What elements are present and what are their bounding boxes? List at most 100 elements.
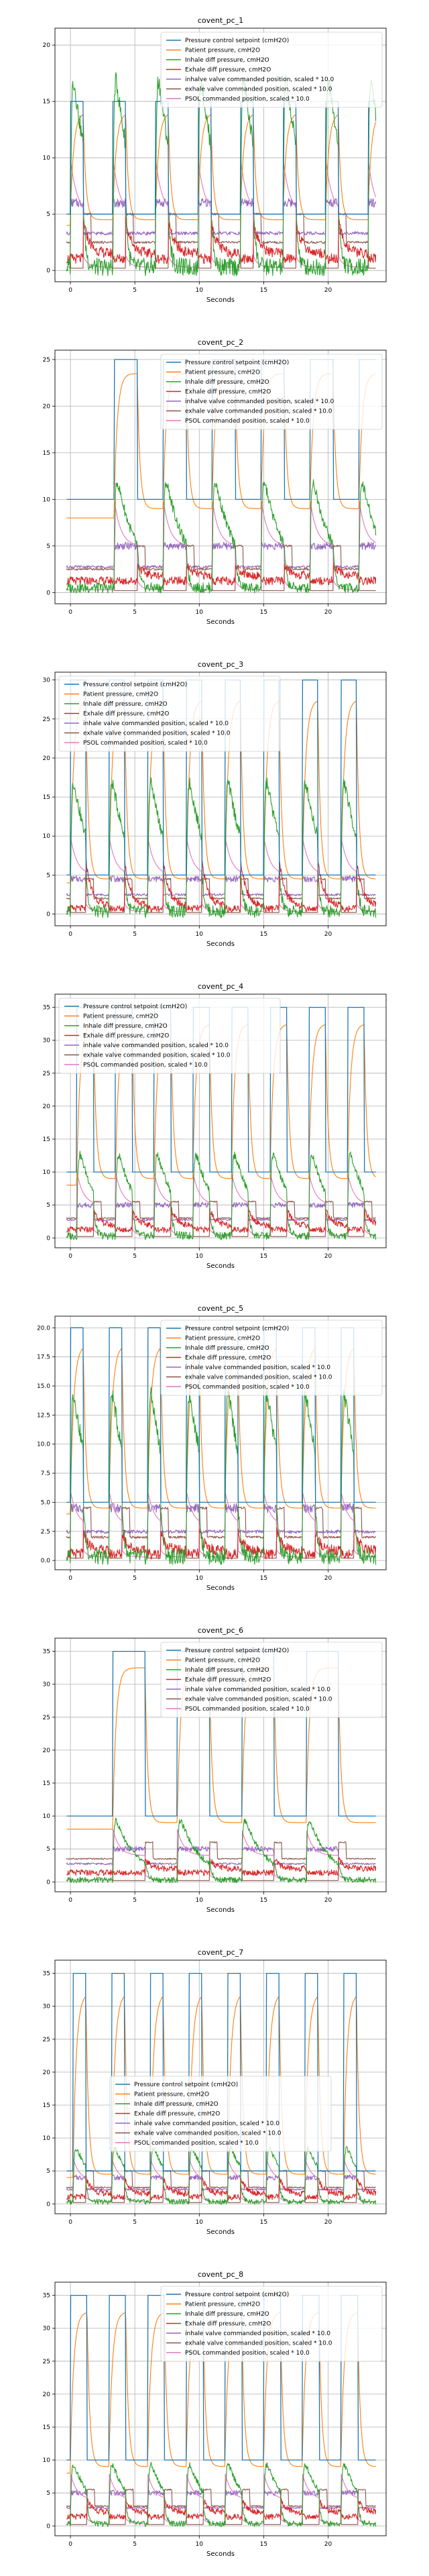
chart-panel-3: covent_pc_3 0 5 10 15 20 0 5 10 15 20 25 30 Seconds Pr… — [43, 660, 387, 948]
x-tick-label: 20 — [324, 1897, 332, 1904]
series-line-3 — [66, 1387, 377, 1565]
y-tick-label: 12.5 — [37, 1412, 50, 1419]
x-tick-label: 10 — [196, 1575, 204, 1582]
legend-entry: Pressure control setpoint (cmH2O) — [185, 360, 289, 366]
chart-title: covent_pc_7 — [198, 1948, 243, 1957]
x-tick-label: 15 — [260, 1897, 267, 1904]
axes-frame — [54, 1316, 387, 1570]
x-tick-label: 5 — [133, 2541, 137, 2548]
legend-entry: Pressure control setpoint (cmH2O) — [83, 1004, 187, 1010]
legend: Pressure control setpoint (cmH2O) Patient… — [160, 32, 383, 108]
axes-frame — [54, 994, 387, 1248]
y-tick-label: 10 — [43, 496, 51, 503]
y-tick-label: 25 — [43, 1071, 50, 1077]
chart-panel-8: covent_pc_8 0 5 10 15 20 0 5 10 15 20 25 30 35 Seconds… — [43, 2270, 387, 2558]
chart-panel-5: covent_pc_5 0 5 10 15 20 0.0 2.5 5.0 7.5 10.0 12.5 1… — [37, 1304, 387, 1592]
legend: Pressure control setpoint (cmH2O) Patient… — [109, 2076, 332, 2152]
legend-entry: Pressure control setpoint (cmH2O) — [185, 1326, 289, 1332]
axes-frame — [54, 2282, 387, 2536]
axes-frame — [54, 28, 387, 282]
legend-entry: inhale valve commanded position, scaled … — [185, 2330, 330, 2337]
x-tick-label: 15 — [260, 931, 267, 938]
y-tick-label: 5 — [46, 543, 50, 550]
x-tick-label: 10 — [196, 2541, 204, 2548]
y-tick-label: 20 — [43, 42, 51, 49]
series-line-5 — [66, 1503, 376, 1534]
series-group — [66, 2294, 377, 2528]
x-axis-label: Seconds — [206, 1585, 235, 1592]
y-tick-label: 25 — [43, 2037, 50, 2043]
x-tick-label: 10 — [196, 931, 204, 938]
series-line-2 — [66, 1348, 376, 1515]
y-tick-label: 0 — [46, 590, 50, 596]
series-line-7 — [66, 2473, 376, 2524]
y-tick-label: 15 — [43, 2102, 50, 2109]
y-tick-label: 0 — [46, 2523, 50, 2530]
y-tick-label: 25 — [43, 1715, 50, 1721]
series-line-6 — [66, 1200, 376, 1237]
legend-entry: PSOL commanded position, scaled * 10.0 — [83, 740, 208, 747]
series-line-2 — [66, 2312, 376, 2474]
y-tick-label: 30 — [43, 2004, 51, 2010]
legend-entry: inhale valve commanded position, scaled … — [83, 720, 229, 727]
y-tick-label: 0 — [46, 1879, 50, 1886]
legend-entry: inhalve valve commanded position, scaled… — [185, 76, 334, 83]
legend-entry: Exhale diff pressure, cmH2O — [83, 1033, 169, 1040]
series-line-6 — [66, 1841, 376, 1881]
legend-entry: PSOL commanded position, scaled * 10.0 — [185, 96, 310, 103]
series-line-2 — [66, 1024, 376, 1186]
x-tick-label: 20 — [324, 609, 332, 616]
legend-entry: Pressure control setpoint (cmH2O) — [83, 682, 187, 688]
legend-entry: Inhale diff pressure, cmH2O — [185, 1667, 269, 1674]
x-tick-label: 20 — [324, 2541, 332, 2548]
x-axis-label: Seconds — [206, 619, 235, 626]
legend-entry: PSOL commanded position, scaled * 10.0 — [185, 1706, 310, 1713]
y-tick-label: 15 — [43, 794, 50, 801]
x-tick-label: 5 — [133, 2219, 137, 2226]
legend-entry: Pressure control setpoint (cmH2O) — [185, 2292, 289, 2298]
y-tick-label: 30 — [43, 1682, 51, 1688]
series-line-1 — [66, 2294, 376, 2461]
legend-entry: Exhale diff pressure, cmH2O — [185, 1355, 271, 1362]
y-tick-label: 5 — [46, 2168, 50, 2175]
series-line-5 — [66, 875, 376, 897]
legend-frame — [160, 1320, 383, 1396]
series-line-3 — [66, 479, 377, 594]
y-tick-label: 0 — [46, 268, 50, 274]
x-tick-label: 5 — [133, 1897, 137, 1904]
legend-entry: Pressure control setpoint (cmH2O) — [185, 38, 289, 44]
x-tick-label: 0 — [68, 931, 72, 938]
x-axis-label: Seconds — [206, 2229, 235, 2236]
legend-entry: Exhale diff pressure, cmH2O — [83, 711, 169, 718]
legend-entry: Patient pressure, cmH2O — [185, 2302, 260, 2308]
y-tick-label: 25 — [43, 2359, 50, 2365]
y-tick-label: 17.5 — [37, 1354, 50, 1361]
series-line-6 — [66, 2488, 376, 2525]
y-tick-label: 25 — [43, 716, 50, 723]
legend-frame — [160, 32, 383, 108]
x-tick-label: 20 — [324, 1575, 332, 1582]
legend-entry: inhale valve commanded position, scaled … — [185, 1364, 330, 1371]
y-tick-label: 0 — [46, 2201, 50, 2208]
legend-entry: Patient pressure, cmH2O — [185, 48, 260, 54]
y-tick-label: 5.0 — [41, 1499, 51, 1506]
series-line-4 — [66, 1205, 377, 1233]
axes-frame — [54, 672, 387, 926]
series-line-3 — [66, 777, 377, 918]
y-tick-label: 15 — [43, 450, 50, 457]
y-tick-label: 20 — [43, 403, 51, 410]
y-tick-label: 25 — [43, 357, 50, 364]
legend-entry: Inhale diff pressure, cmH2O — [185, 2311, 269, 2318]
series-line-7 — [66, 500, 376, 590]
legend-entry: Patient pressure, cmH2O — [185, 1336, 260, 1342]
x-tick-label: 5 — [133, 931, 137, 938]
x-tick-label: 0 — [68, 2219, 72, 2226]
y-tick-label: 5 — [46, 211, 50, 218]
legend-entry: Inhale diff pressure, cmH2O — [185, 57, 269, 64]
legend-entry: exhale valve commanded position, scaled … — [185, 2341, 332, 2347]
y-tick-label: 5 — [46, 2490, 50, 2497]
legend-entry: Patient pressure, cmH2O — [134, 2092, 209, 2098]
series-line-6 — [66, 877, 376, 913]
x-tick-label: 10 — [196, 1897, 204, 1904]
y-tick-label: 35 — [43, 1649, 50, 1656]
